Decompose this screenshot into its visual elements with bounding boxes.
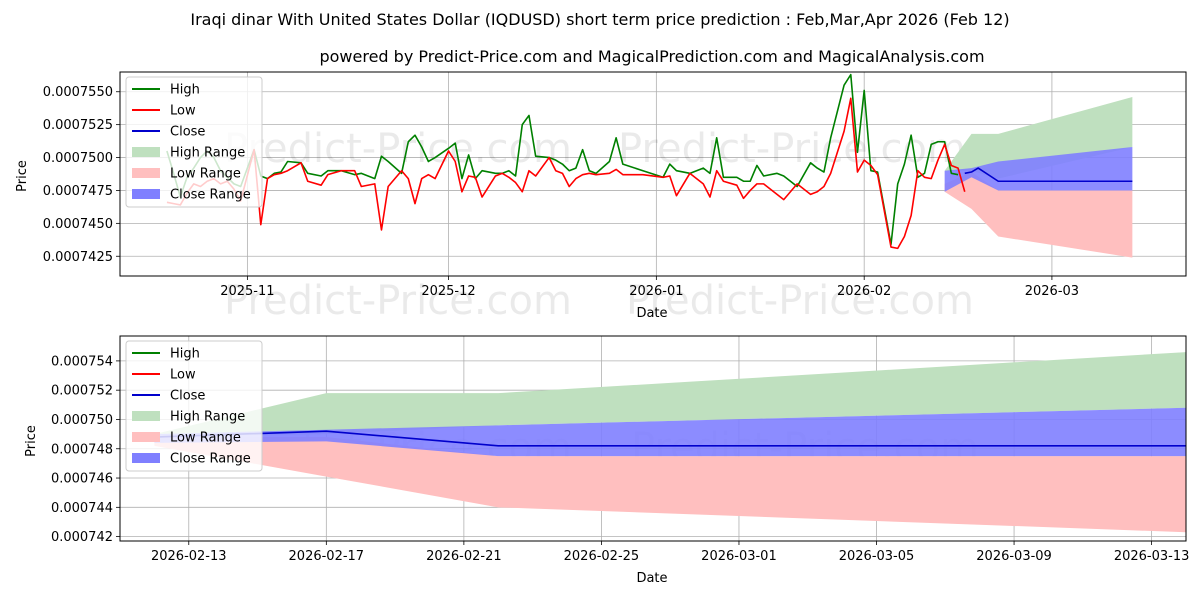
top-y-tick-label: 0.0007550: [43, 85, 113, 100]
bottom-y-tick-label: 0.000750: [51, 413, 113, 428]
top-x-tick-label: 2025-11: [220, 284, 274, 299]
top-legend-label: Low Range: [170, 167, 241, 182]
top-y-axis-label: Price: [15, 160, 30, 192]
bottom-x-tick-label: 2026-02-21: [426, 549, 502, 564]
top-panel: 0.0007425 0.0007450 0.0007475 0.0007500 0.00…: [43, 71, 1187, 324]
top-legend-swatch: [132, 189, 160, 199]
bottom-legend-label: Close: [170, 389, 205, 404]
top-legend-swatch: [132, 147, 160, 157]
bottom-legend-label: Low Range: [170, 431, 241, 446]
bottom-low-range-band: [154, 437, 1187, 533]
bottom-close-range-band: [154, 407, 1187, 457]
top-legend-label: Close: [170, 125, 205, 140]
top-legend-label: High Range: [170, 146, 245, 161]
bottom-high-range-band: [154, 352, 1187, 438]
top-legend-label: Low: [170, 104, 196, 119]
top-x-axis-label: Date: [636, 306, 667, 321]
top-legend-label: Close Range: [170, 188, 251, 203]
bottom-x-tick-label: 2026-03-09: [976, 549, 1052, 564]
bottom-y-tick-label: 0.000742: [51, 530, 113, 545]
bottom-legend-label: Low: [170, 368, 196, 383]
top-plot-frame: [119, 71, 1187, 277]
top-high-series-line: [166, 73, 959, 246]
top-x-tick-label: 2025-12: [421, 284, 475, 299]
bottom-y-tick-label: 0.000754: [51, 354, 113, 369]
top-x-tick-label: 2026-03: [1025, 284, 1079, 299]
top-watermark: Predict-Price.com: [224, 278, 572, 324]
bottom-y-tick-label: 0.000752: [51, 384, 113, 399]
top-x-tick-label: 2026-02: [837, 284, 891, 299]
top-high-range-band: [944, 97, 1133, 179]
top-y-tick-label: 0.0007425: [43, 250, 113, 265]
bottom-plot-frame: [119, 335, 1187, 542]
top-watermark: Predict-Price.com: [224, 126, 572, 172]
top-y-tick-label: 0.0007450: [43, 217, 113, 232]
bottom-y-tick-label: 0.000744: [51, 501, 113, 516]
bottom-x-tick-label: 2026-03-13: [1114, 549, 1190, 564]
top-low-range-band: [944, 172, 1133, 258]
top-y-tick-label: 0.0007475: [43, 184, 113, 199]
bottom-panel: 0.000742 0.000744 0.000746 0.000748 0.000750…: [51, 335, 1190, 564]
bottom-legend-swatch: [132, 453, 160, 463]
bottom-x-tick-label: 2026-02-13: [151, 549, 227, 564]
bottom-x-tick-label: 2026-03-01: [701, 549, 777, 564]
top-watermark: Predict-Price.com: [626, 278, 974, 324]
top-y-tick-label: 0.0007500: [43, 151, 113, 166]
bottom-legend-label: High: [170, 347, 200, 362]
bottom-x-tick-label: 2026-03-05: [839, 549, 915, 564]
chart-subtitle: powered by Predict-Price.com and Magical…: [319, 47, 984, 66]
top-legend-swatch: [132, 168, 160, 178]
bottom-y-axis-label: Price: [24, 425, 39, 457]
top-legend-label: High: [170, 83, 200, 98]
top-y-tick-label: 0.0007525: [43, 118, 113, 133]
bottom-x-tick-label: 2026-02-17: [289, 549, 365, 564]
bottom-legend-swatch: [132, 411, 160, 421]
bottom-y-tick-label: 0.000748: [51, 442, 113, 457]
top-close-series-line: [964, 167, 1133, 183]
top-x-tick-label: 2026-01: [629, 284, 683, 299]
bottom-x-axis-label: Date: [636, 571, 667, 586]
top-low-series-line: [166, 97, 966, 250]
bottom-legend-label: High Range: [170, 410, 245, 425]
chart-title: Iraqi dinar With United States Dollar (I…: [190, 10, 1009, 29]
bottom-y-tick-label: 0.000746: [51, 472, 113, 487]
bottom-legend-swatch: [132, 432, 160, 442]
bottom-x-tick-label: 2026-02-25: [564, 549, 640, 564]
bottom-legend-label: Close Range: [170, 452, 251, 467]
